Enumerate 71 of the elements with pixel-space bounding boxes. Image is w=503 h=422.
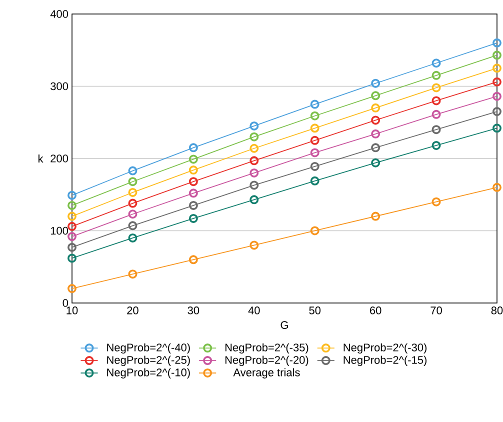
legend-label: NegProb=2^(-25) <box>107 356 190 366</box>
point <box>310 136 320 145</box>
point <box>128 233 138 242</box>
x-tick-label: 20 <box>127 306 138 314</box>
y-tick-label: 100 <box>50 226 68 235</box>
point <box>188 166 198 175</box>
point <box>432 125 441 134</box>
point <box>250 168 259 178</box>
legend-label: NegProb=2^(-20) <box>225 356 308 366</box>
legend-label: NegProb=2^(-10) <box>107 368 190 378</box>
point <box>432 83 441 92</box>
point <box>310 111 320 120</box>
point <box>310 100 320 109</box>
point <box>432 140 441 150</box>
y-tick-label: 400 <box>50 10 68 18</box>
legend-label: NegProb=2^(-40) <box>107 343 190 354</box>
point <box>250 156 259 166</box>
point <box>128 210 138 219</box>
y-axis-title: k <box>38 154 44 162</box>
point <box>371 116 380 125</box>
x-tick-label: 50 <box>309 306 321 314</box>
point <box>250 132 259 142</box>
point <box>250 195 259 204</box>
point <box>432 96 441 106</box>
y-tick-label: 300 <box>50 82 68 90</box>
x-tick-label: 80 <box>491 306 503 314</box>
x-tick-label: 40 <box>248 306 260 314</box>
point <box>432 70 441 80</box>
point <box>128 221 138 230</box>
point <box>128 198 138 208</box>
x-axis-title: G <box>280 321 288 329</box>
x-tick-label: 60 <box>370 306 382 314</box>
point <box>432 110 441 119</box>
point <box>188 255 198 264</box>
point <box>432 58 441 68</box>
point <box>188 154 198 164</box>
y-tick-label: 200 <box>50 154 68 162</box>
point <box>128 270 138 279</box>
point <box>432 197 441 206</box>
point <box>188 214 198 223</box>
point <box>371 103 380 112</box>
point <box>128 188 138 197</box>
x-tick-label: 70 <box>430 306 442 314</box>
legend-label: NegProb=2^(-15) <box>344 356 427 366</box>
point <box>310 176 320 186</box>
y-tick-label: 0 <box>62 299 68 307</box>
point <box>371 212 380 221</box>
point <box>250 240 259 250</box>
point <box>310 162 320 171</box>
point <box>250 180 259 190</box>
point <box>371 143 380 152</box>
legend-label: Average trials <box>233 368 300 378</box>
point <box>371 78 380 88</box>
point <box>310 124 320 133</box>
legend-label: NegProb=2^(-35) <box>225 343 308 354</box>
point <box>371 91 380 100</box>
point <box>250 144 259 153</box>
point <box>310 226 320 236</box>
x-tick-label: 30 <box>188 306 200 314</box>
legend-label: NegProb=2^(-30) <box>344 343 427 354</box>
point <box>188 143 198 152</box>
point <box>188 200 198 210</box>
x-tick-label: 10 <box>66 306 78 314</box>
point <box>371 129 380 138</box>
point <box>188 188 198 198</box>
point <box>188 177 198 186</box>
point <box>128 177 138 186</box>
point <box>310 148 320 158</box>
point <box>128 166 138 176</box>
point <box>250 121 259 130</box>
point <box>371 158 380 168</box>
